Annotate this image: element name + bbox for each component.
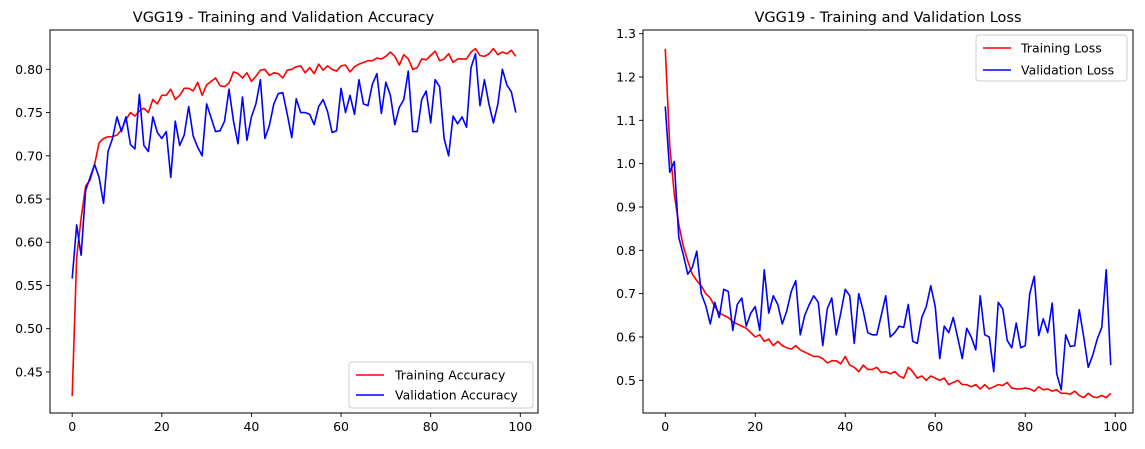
accuracy-y-tick-label: 0.45	[15, 364, 43, 379]
loss-series-layer	[664, 48, 1112, 399]
loss-y-tick-label: 0.7	[616, 286, 636, 301]
loss-plot-frame	[642, 29, 1134, 414]
loss-x-tick-label: 0	[661, 419, 669, 434]
accuracy-training-line	[71, 47, 517, 397]
accuracy-legend: Training Accuracy Validation Accuracy	[348, 361, 534, 409]
loss-y-tick-label: 1.0	[616, 156, 636, 171]
loss-y-tick-label: 1.2	[616, 70, 636, 85]
accuracy-validation-line	[71, 52, 517, 279]
loss-legend-box	[975, 34, 1128, 82]
loss-x-tick-label: 80	[1017, 419, 1033, 434]
accuracy-y-tick-label: 0.65	[15, 192, 43, 207]
loss-chart-title: VGG19 - Training and Validation Loss	[754, 10, 1021, 26]
loss-y-tick-label: 0.6	[616, 329, 636, 344]
accuracy-x-tick-label: 20	[154, 419, 170, 434]
accuracy-chart: VGG19 - Training and Validation Accuracy…	[15, 10, 539, 434]
accuracy-series-layer	[71, 47, 517, 397]
accuracy-x-tick-label: 60	[333, 419, 349, 434]
accuracy-legend-label-validation: Validation Accuracy	[395, 388, 518, 403]
loss-x-tick-label: 100	[1103, 419, 1127, 434]
accuracy-x-tick-label: 100	[508, 419, 532, 434]
loss-legend-label-validation: Validation Loss	[1021, 63, 1114, 78]
accuracy-y-tick-label: 0.55	[15, 278, 43, 293]
accuracy-y-tick-label: 0.60	[15, 235, 43, 250]
accuracy-y-tick-label: 0.75	[15, 105, 43, 120]
loss-x-tick-label: 40	[837, 419, 853, 434]
loss-legend-label-training: Training Loss	[1020, 41, 1102, 56]
loss-y-tick-label: 0.5	[616, 373, 636, 388]
accuracy-y-tick-label: 0.80	[15, 62, 43, 77]
loss-validation-line	[664, 106, 1112, 391]
loss-y-tick-label: 0.8	[616, 243, 636, 258]
accuracy-plot-frame	[49, 29, 539, 414]
loss-chart: VGG19 - Training and Validation Loss 0 20…	[616, 10, 1134, 434]
accuracy-chart-title: VGG19 - Training and Validation Accuracy	[133, 10, 435, 26]
accuracy-legend-box	[348, 361, 534, 409]
loss-training-line	[664, 48, 1112, 399]
loss-y-tick-label: 0.9	[616, 199, 636, 214]
accuracy-legend-label-training: Training Accuracy	[394, 368, 506, 383]
accuracy-axes: 0 20 40 60 80 100 0.45 0.50 0.55 0.60 0.65 0.70 0.75…	[15, 62, 532, 434]
loss-legend: Training Loss Validation Loss	[975, 34, 1128, 82]
accuracy-y-tick-label: 0.70	[15, 148, 43, 163]
loss-y-tick-label: 1.3	[616, 26, 636, 41]
accuracy-x-tick-label: 0	[68, 419, 76, 434]
accuracy-x-tick-label: 80	[423, 419, 439, 434]
loss-x-tick-label: 60	[927, 419, 943, 434]
loss-x-tick-label: 20	[747, 419, 763, 434]
accuracy-y-tick-label: 0.50	[15, 321, 43, 336]
loss-axes: 0 20 40 60 80 100 0.5 0.6 0.7 0.8 0.9 1.0 1.1 1.2 1.3	[616, 26, 1127, 434]
loss-y-tick-label: 1.1	[616, 113, 636, 128]
accuracy-x-tick-label: 40	[243, 419, 259, 434]
